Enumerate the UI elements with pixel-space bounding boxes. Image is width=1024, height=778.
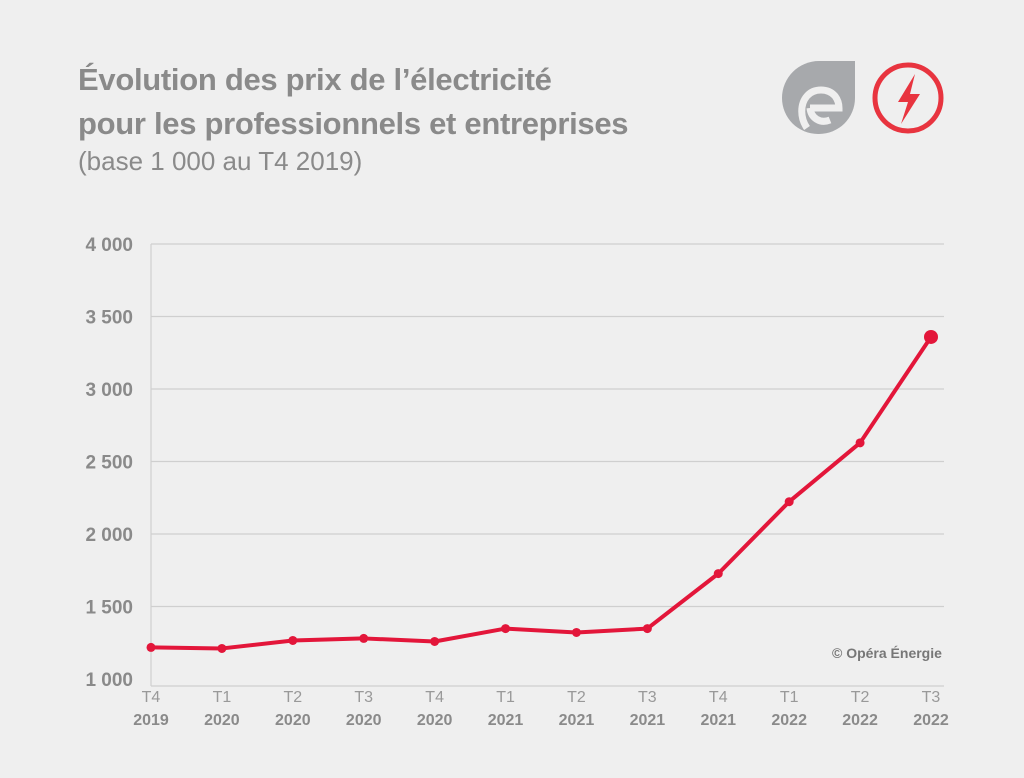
title-line-1: Évolution des prix de l’électricité xyxy=(78,62,552,97)
x-tick-quarter: T2 xyxy=(283,689,302,706)
logos xyxy=(780,58,950,143)
x-tick-quarter: T4 xyxy=(425,689,444,706)
data-point xyxy=(924,329,938,344)
x-tick-year: 2022 xyxy=(842,712,878,729)
x-tick-quarter: T1 xyxy=(213,689,232,706)
data-point xyxy=(855,438,865,448)
x-tick-quarter: T3 xyxy=(354,689,373,706)
x-tick-year: 2022 xyxy=(771,712,807,729)
x-tick-quarter: T4 xyxy=(709,689,728,706)
chart-subtitle: (base 1 000 au T4 2019) xyxy=(78,146,363,176)
data-point xyxy=(571,627,581,637)
data-point xyxy=(146,642,156,652)
y-tick-label: 2 500 xyxy=(85,453,133,474)
title-line-2: pour les professionnels et entreprises xyxy=(78,106,629,141)
x-tick-quarter: T1 xyxy=(780,689,799,706)
x-tick-quarter: T2 xyxy=(567,689,586,706)
data-point xyxy=(288,635,298,645)
series-line xyxy=(150,335,933,651)
x-tick-quarter: T4 xyxy=(142,689,161,706)
data-point xyxy=(784,497,794,507)
y-tick-label: 1 500 xyxy=(85,598,133,619)
lightning-circle-logo-icon xyxy=(872,62,944,134)
x-tick-year: 2020 xyxy=(417,712,453,729)
data-point xyxy=(713,569,723,579)
x-tick-year: 2020 xyxy=(275,712,311,729)
e-leaf-logo-icon xyxy=(782,61,855,134)
chart-title: Évolution des prix de l’électricité pour… xyxy=(78,58,629,146)
data-point xyxy=(501,624,511,634)
y-tick-label: 2 000 xyxy=(85,525,133,546)
data-point xyxy=(430,636,440,646)
x-tick-year: 2021 xyxy=(630,712,666,729)
x-tick-year: 2021 xyxy=(700,712,736,729)
credit-text: © Opéra Énergie xyxy=(832,645,942,661)
data-point xyxy=(642,624,652,634)
x-tick-quarter: T3 xyxy=(922,689,941,706)
x-tick-year: 2021 xyxy=(488,712,524,729)
x-tick-year: 2020 xyxy=(346,712,382,729)
y-tick-label: 1 000 xyxy=(85,670,133,691)
y-tick-label: 3 500 xyxy=(85,308,133,329)
x-tick-quarter: T3 xyxy=(638,689,657,706)
x-tick-year: 2019 xyxy=(133,712,169,729)
x-tick-year: 2020 xyxy=(204,712,240,729)
x-tick-quarter: T2 xyxy=(851,689,870,706)
y-tick-label: 3 000 xyxy=(85,380,133,401)
x-tick-year: 2021 xyxy=(559,712,595,729)
data-point xyxy=(359,633,369,643)
x-tick-year: 2022 xyxy=(913,712,949,729)
y-tick-label: 4 000 xyxy=(85,235,133,256)
x-tick-quarter: T1 xyxy=(496,689,515,706)
data-point xyxy=(217,643,227,653)
